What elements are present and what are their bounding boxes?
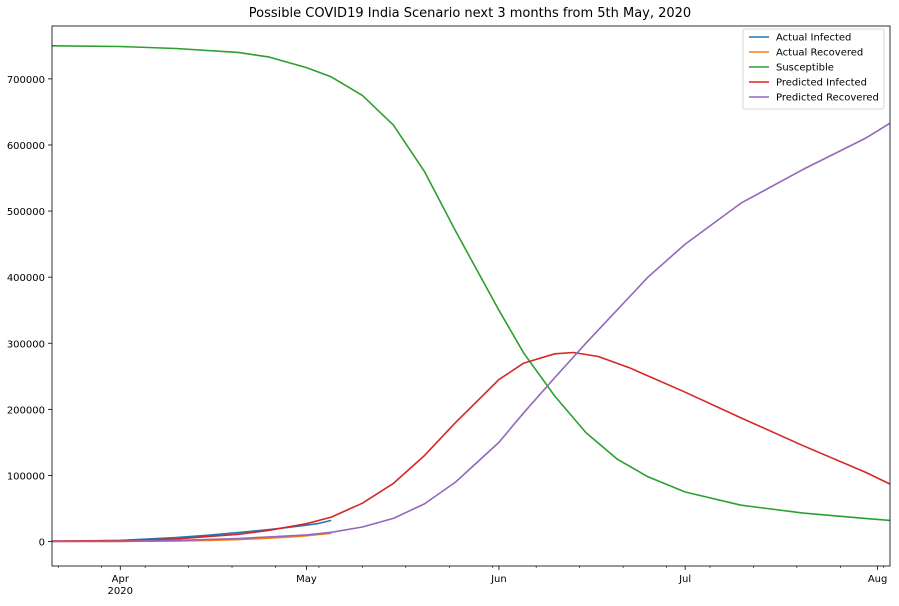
- x-tick-label: Jun: [490, 574, 507, 585]
- legend: Actual Infected Actual Recovered Susceptib…: [742, 28, 885, 110]
- series-layer: [51, 45, 891, 543]
- chart-title: Possible COVID19 India Scenario next 3 m…: [249, 6, 691, 21]
- series-line-susceptible: [51, 45, 891, 522]
- y-tick-label: 500000: [7, 207, 45, 218]
- x-tick-label: May: [296, 574, 317, 585]
- x-tick-label: Jul: [678, 574, 691, 585]
- y-tick-label: 300000: [7, 339, 45, 350]
- plot-frame: [51, 25, 891, 567]
- y-tick-label: 700000: [7, 75, 45, 86]
- legend-label: Predicted Recovered: [776, 93, 879, 104]
- legend-label: Predicted Infected: [776, 78, 867, 89]
- legend-label: Susceptible: [776, 63, 834, 74]
- y-tick-label: 100000: [7, 471, 45, 482]
- series-line-predicted-infected: [51, 351, 891, 542]
- y-tick-label: 600000: [7, 141, 45, 152]
- x-tick-sublabel: 2020: [108, 586, 133, 597]
- y-tick-label: 200000: [7, 405, 45, 416]
- series-line-predicted-recovered: [51, 122, 891, 543]
- axes-layer: 0 100000 200000 300000 400000 500000 600000 700…: [7, 25, 891, 597]
- legend-label: Actual Recovered: [776, 48, 863, 59]
- y-tick-label: 0: [39, 538, 45, 549]
- y-tick-label: 400000: [7, 273, 45, 284]
- x-tick-label: Aug: [868, 574, 888, 585]
- legend-label: Actual Infected: [776, 33, 851, 44]
- legend-box: [742, 28, 885, 110]
- x-tick-label: Apr: [112, 574, 130, 585]
